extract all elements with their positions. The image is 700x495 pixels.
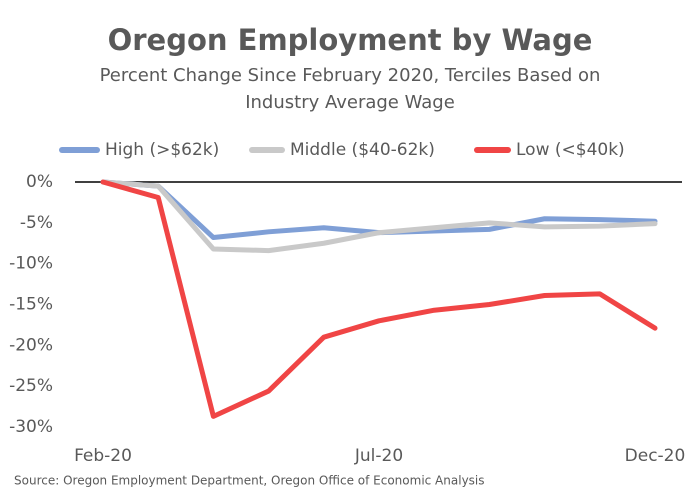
y-tick-label: -30%	[9, 417, 53, 437]
y-tick-label: -5%	[20, 213, 53, 233]
legend-label: High (>$62k)	[105, 140, 219, 160]
x-tick-label: Feb-20	[74, 446, 132, 466]
chart-subtitle: Percent Change Since February 2020, Terc…	[100, 65, 601, 86]
legend-label: Low (<$40k)	[516, 140, 625, 160]
chart-subtitle: Industry Average Wage	[245, 92, 455, 113]
y-tick-label: -20%	[9, 335, 53, 355]
legend-label: Middle ($40-62k)	[290, 140, 435, 160]
chart-title: Oregon Employment by Wage	[108, 23, 593, 57]
x-tick-label: Jul-20	[354, 446, 403, 466]
series-line	[100, 179, 658, 254]
y-tick-label: -25%	[9, 376, 53, 396]
source-note: Source: Oregon Employment Department, Or…	[14, 474, 485, 488]
x-tick-label: Dec-20	[625, 446, 686, 466]
y-tick-label: -15%	[9, 295, 53, 315]
y-tick-label: -10%	[9, 254, 53, 274]
y-tick-label: 0%	[26, 172, 53, 192]
series-line	[100, 179, 658, 419]
